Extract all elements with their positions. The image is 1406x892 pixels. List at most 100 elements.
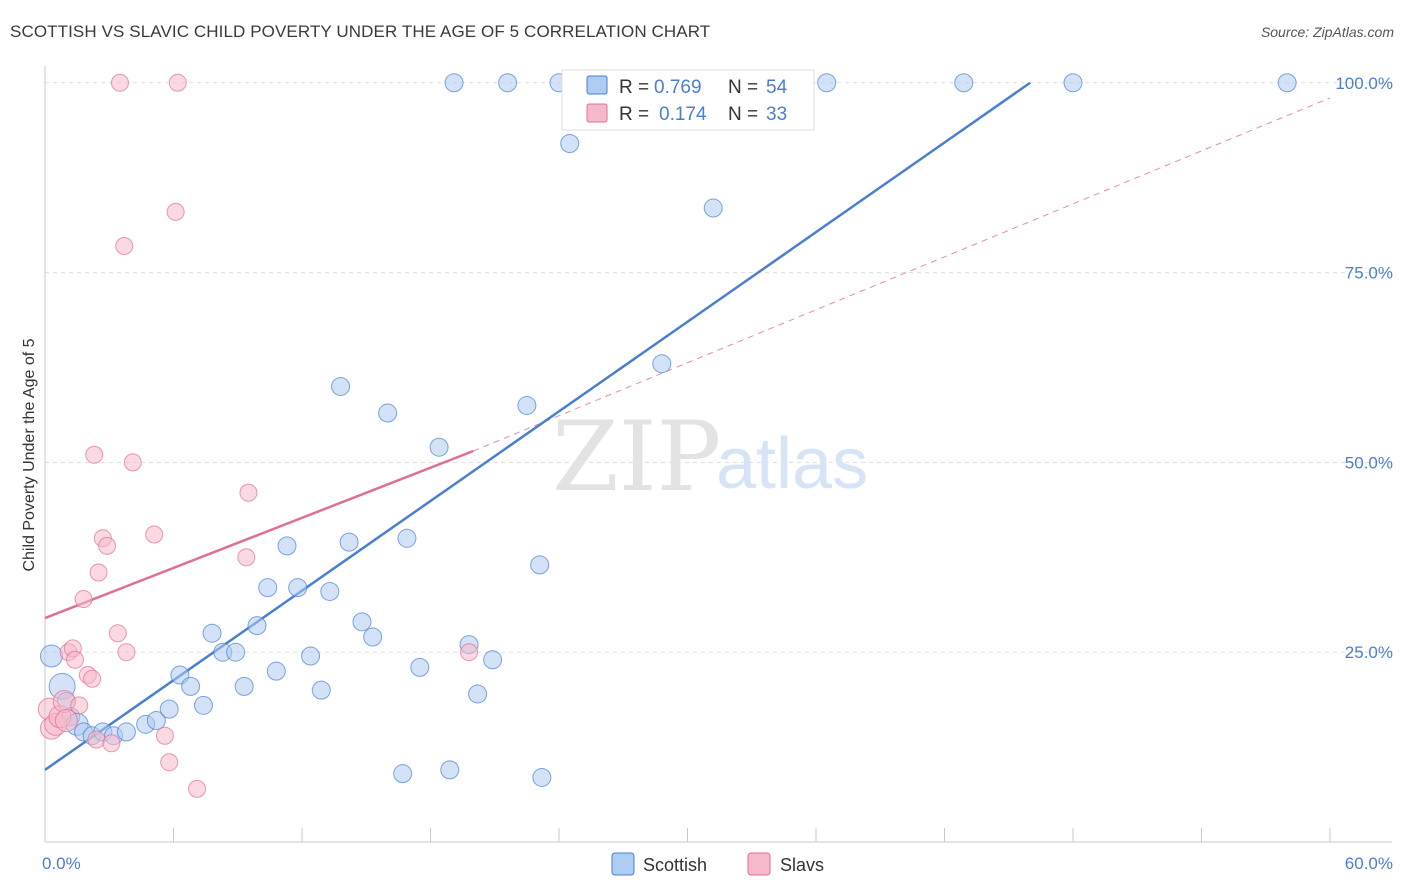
legend-slavs-n-value: 33 [766, 104, 787, 125]
point-scottish [339, 532, 359, 552]
x-tick-labels: 0.0% 60.0% [42, 854, 1393, 873]
point-scottish [320, 581, 340, 601]
point-slavs [54, 709, 78, 733]
point-slavs [110, 73, 129, 92]
point-scottish [468, 684, 488, 704]
point-scottish [560, 134, 580, 154]
y-tick-label: 50.0% [1345, 453, 1393, 472]
point-scottish [226, 642, 246, 662]
trend-line-scottish [44, 81, 1031, 771]
y-tick-labels: 25.0% 50.0% 75.0% 100.0% [1335, 74, 1393, 662]
point-scottish [378, 403, 398, 423]
point-scottish [954, 73, 974, 93]
legend-scottish-n-value: 54 [766, 77, 788, 98]
point-scottish [311, 680, 331, 700]
point-slavs [115, 237, 134, 256]
point-slavs [145, 525, 164, 544]
point-scottish [517, 395, 537, 415]
point-slavs [123, 453, 142, 472]
data-points [37, 73, 1297, 798]
point-scottish [498, 73, 518, 93]
point-slavs [160, 753, 179, 772]
point-slavs [98, 536, 117, 555]
point-scottish [146, 711, 166, 731]
point-slavs [87, 730, 106, 749]
legend-slavs-n-label: N = [728, 104, 758, 125]
point-scottish [440, 760, 460, 780]
bottom-legend: Scottish Slavs [611, 852, 824, 876]
point-slavs [89, 563, 108, 582]
point-scottish [352, 612, 372, 632]
point-scottish [288, 578, 308, 598]
watermark-zip: ZIP [552, 401, 721, 513]
trend-lines [44, 81, 1331, 771]
point-slavs [166, 202, 185, 221]
y-tick-label: 25.0% [1345, 643, 1393, 662]
point-scottish [444, 73, 464, 93]
point-scottish [1277, 73, 1297, 93]
x-tick-label-min: 0.0% [42, 854, 81, 873]
top-legend: R = 0.769 N = 54 R = 0.174 N = 33 [561, 69, 815, 131]
point-scottish [703, 198, 723, 218]
point-slavs [85, 445, 104, 464]
chart-title: SCOTTISH VS SLAVIC CHILD POVERTY UNDER T… [10, 22, 711, 41]
grid-lines [45, 82, 1392, 653]
y-tick-label: 100.0% [1335, 74, 1393, 93]
point-scottish [39, 644, 63, 668]
legend-scottish-r-value: 0.769 [654, 77, 702, 98]
legend-swatch-scottish [586, 75, 608, 95]
point-slavs [239, 483, 258, 502]
point-scottish [181, 676, 201, 696]
legend-slavs-r-value: 0.174 [659, 104, 707, 125]
point-scottish [159, 699, 179, 719]
point-scottish [652, 354, 672, 374]
point-scottish [247, 616, 267, 636]
point-slavs [188, 779, 207, 798]
legend-slavs-r-label: R = [619, 104, 649, 125]
legend-scottish-r-label: R = [619, 77, 649, 98]
point-scottish [397, 528, 417, 548]
point-slavs [168, 73, 187, 92]
point-slavs [70, 696, 89, 715]
point-slavs [108, 624, 127, 643]
legend-swatch-slavs [586, 103, 608, 123]
point-slavs [102, 734, 121, 753]
trend-line-slavs [44, 449, 474, 620]
point-slavs [74, 590, 93, 609]
bottom-legend-scottish: Scottish [643, 855, 707, 875]
point-scottish [393, 764, 413, 784]
point-scottish [116, 722, 136, 742]
point-scottish [193, 695, 213, 715]
x-tick-label-max: 60.0% [1345, 854, 1393, 873]
point-slavs [237, 548, 256, 567]
bottom-legend-swatch-slavs [747, 852, 771, 876]
source-label: Source: ZipAtlas.com [1260, 24, 1394, 40]
point-scottish [363, 627, 383, 647]
watermark-atlas: atlas [716, 424, 868, 504]
point-slavs [65, 650, 84, 669]
point-scottish [483, 650, 503, 670]
point-scottish [301, 646, 321, 666]
point-scottish [266, 661, 286, 681]
point-scottish [202, 623, 222, 643]
legend-scottish-n-label: N = [728, 77, 758, 98]
bottom-legend-swatch-scottish [611, 852, 635, 876]
watermark: ZIP atlas [552, 401, 868, 513]
point-slavs [460, 643, 479, 662]
bottom-legend-slavs: Slavs [780, 855, 824, 875]
point-scottish [817, 73, 837, 93]
point-slavs [117, 643, 136, 662]
point-scottish [429, 437, 449, 457]
point-scottish [277, 536, 297, 556]
point-slavs [83, 669, 102, 688]
point-scottish [258, 578, 278, 598]
point-slavs [155, 726, 174, 745]
point-scottish [532, 767, 552, 787]
y-axis-label: Child Poverty Under the Age of 5 [21, 338, 38, 571]
point-scottish [331, 376, 351, 396]
point-scottish [234, 676, 254, 696]
point-scottish [1063, 73, 1083, 93]
y-tick-label: 75.0% [1345, 264, 1393, 283]
point-scottish [410, 657, 430, 677]
